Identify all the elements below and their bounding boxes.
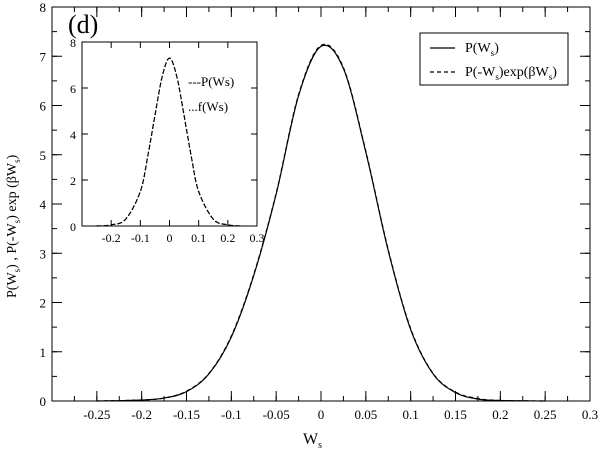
x-tick-label: 0.05 <box>354 407 377 422</box>
x-tick-label: 0.25 <box>534 407 557 422</box>
y-tick-label: 7 <box>40 49 47 64</box>
x-tick-label: 0.1 <box>191 231 206 245</box>
inset-legend-p-ws: ---P(Ws) <box>188 74 234 89</box>
series-line-1 <box>96 43 546 402</box>
inset-curves <box>96 57 243 227</box>
y-tick-label: 0 <box>40 394 47 409</box>
panel-label: (d) <box>68 10 98 39</box>
y-tick-label: 4 <box>40 197 47 212</box>
main-legend: P(Ws) P(-Ws)exp(βWs) <box>419 32 569 86</box>
y-tick-label: 1 <box>40 345 47 360</box>
legend-box <box>419 32 569 86</box>
x-tick-label: -0.1 <box>221 407 242 422</box>
x-tick-label: 0 <box>167 231 173 245</box>
y-tick-label: 2 <box>70 174 76 188</box>
x-tick-label: -0.2 <box>131 407 152 422</box>
x-tick-label: 0.2 <box>492 407 508 422</box>
x-tick-label: -0.25 <box>83 407 110 422</box>
y-tick-label: 0 <box>70 220 76 234</box>
y-axis-label: P(Ws) , P(-Ws) exp (βWs) <box>5 154 22 298</box>
inset-plot: -0.2 -0.1 0 0.1 0.2 0.3 0 2 4 6 8 ---P(Ws) ...f(Ws… <box>70 36 265 245</box>
y-tick-label: 6 <box>70 82 76 96</box>
y-tick-label: 8 <box>70 36 76 50</box>
x-tick-label: 0.1 <box>403 407 419 422</box>
y-tick-label: 6 <box>40 99 47 114</box>
y-tick-label: 8 <box>40 0 47 15</box>
series-line-1 <box>96 57 243 227</box>
x-tick-label: 0.3 <box>582 407 598 422</box>
x-tick-label: 0.3 <box>250 231 265 245</box>
main-curves <box>96 43 546 402</box>
x-tick-label: 0 <box>318 407 325 422</box>
main-axis-ticks: -0.25 -0.2 -0.15 -0.1 -0.05 0 0.05 0.1 0.15 0.2 0.… <box>40 0 599 422</box>
y-tick-label: 5 <box>40 148 47 163</box>
x-tick-label: -0.1 <box>131 231 150 245</box>
inset-legend-f-ws: ...f(Ws) <box>188 99 228 114</box>
inset-axis-ticks: -0.2 -0.1 0 0.1 0.2 0.3 0 2 4 6 8 <box>70 36 265 245</box>
x-tick-label: -0.15 <box>173 407 200 422</box>
y-tick-label: 2 <box>40 296 47 311</box>
x-tick-label: -0.05 <box>263 407 290 422</box>
x-tick-label: 0.2 <box>220 231 235 245</box>
inset-plot-frame <box>81 41 258 227</box>
x-tick-label: 0.15 <box>444 407 467 422</box>
x-tick-label: -0.2 <box>102 231 121 245</box>
x-axis-label: Ws <box>303 431 322 451</box>
y-tick-label: 4 <box>70 128 76 142</box>
legend-entry-p-minus-ws: P(-Ws)exp(βWs) <box>465 65 557 82</box>
legend-entry-p-ws: P(Ws) <box>465 41 499 58</box>
y-tick-label: 3 <box>40 246 47 261</box>
